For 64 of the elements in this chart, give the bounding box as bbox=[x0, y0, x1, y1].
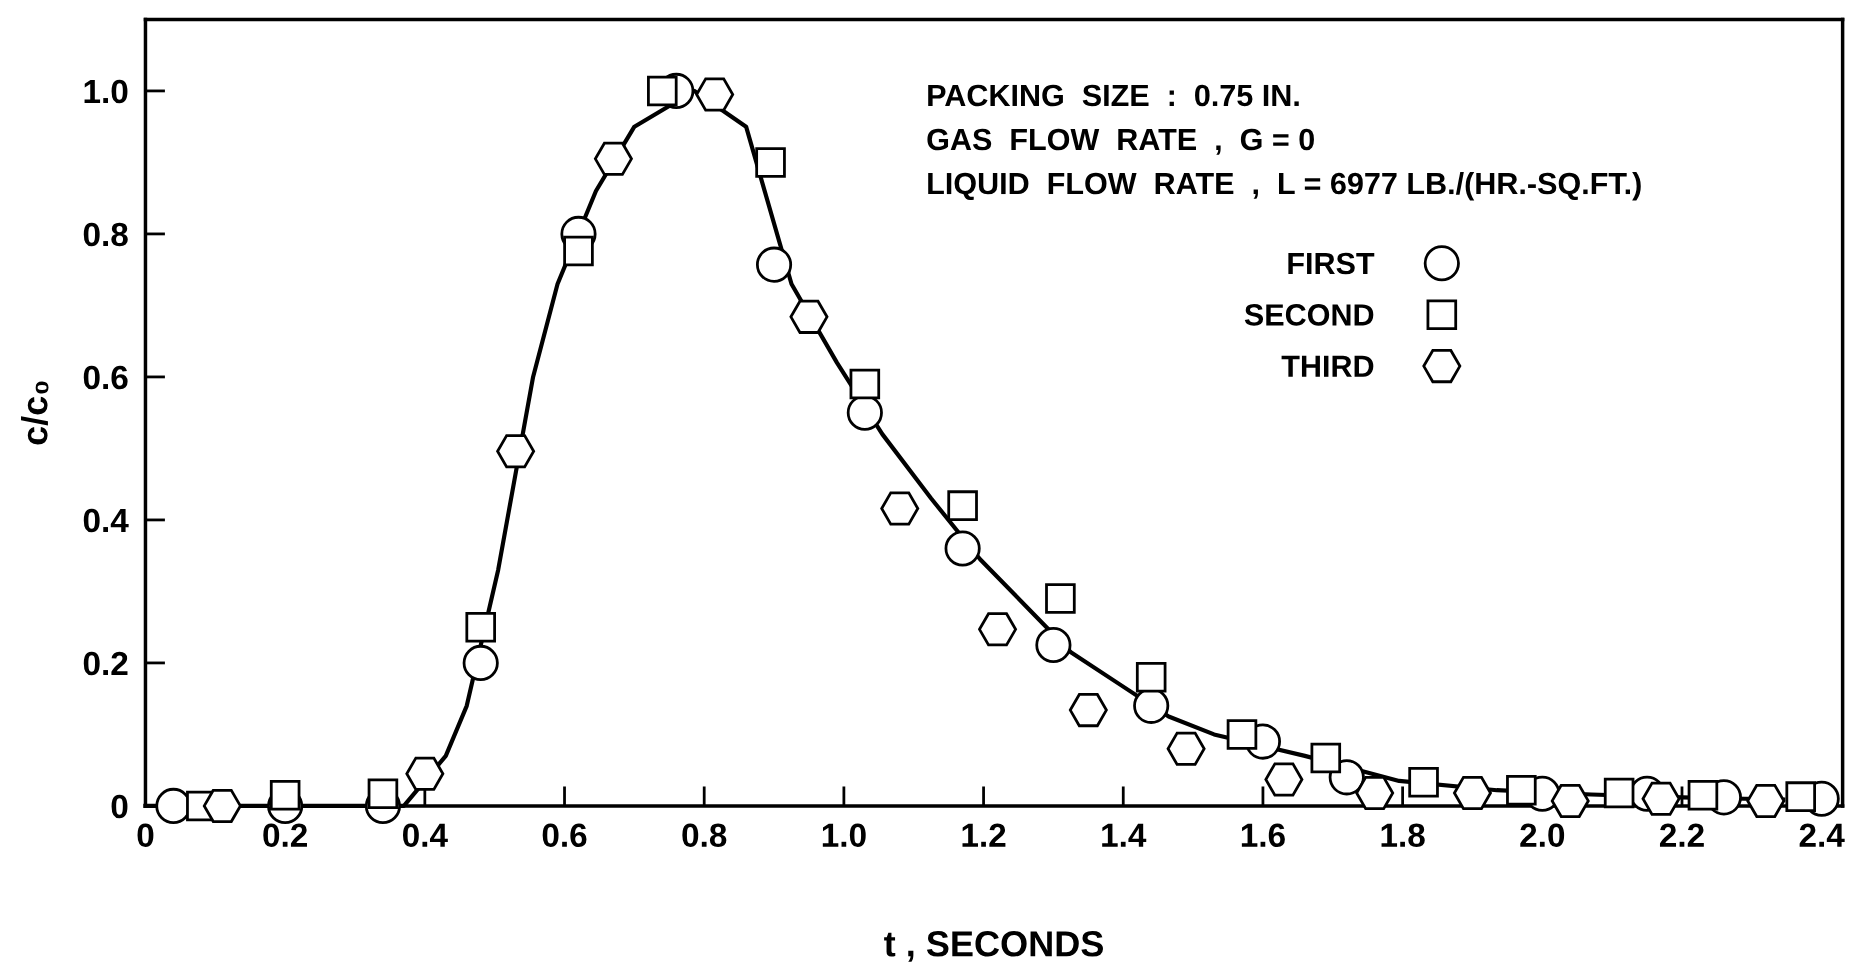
point bbox=[405, 756, 445, 791]
point bbox=[1687, 779, 1719, 811]
point bbox=[755, 147, 786, 178]
point bbox=[367, 778, 399, 810]
point bbox=[1226, 719, 1258, 750]
point bbox=[1603, 777, 1635, 809]
point bbox=[1135, 661, 1167, 693]
y-axis-title: c/c₀ bbox=[21, 381, 49, 445]
point bbox=[695, 77, 735, 112]
point bbox=[789, 299, 829, 334]
point bbox=[880, 491, 920, 526]
annotation: GAS FLOW RATE , G = 0 bbox=[927, 128, 1314, 155]
point bbox=[647, 75, 678, 107]
x-tick-label: 0.8 bbox=[682, 823, 727, 848]
point bbox=[1035, 627, 1072, 664]
x-axis-title: t , SECONDS bbox=[884, 931, 1103, 962]
point bbox=[1068, 693, 1108, 728]
point bbox=[1166, 731, 1206, 766]
point bbox=[1453, 776, 1492, 811]
point bbox=[1785, 781, 1816, 812]
point bbox=[593, 141, 633, 176]
x-tick-label: 0.4 bbox=[402, 823, 448, 848]
y-tick-label: 0.4 bbox=[83, 508, 129, 533]
y-tick-label: 0.8 bbox=[83, 222, 128, 247]
point bbox=[462, 644, 499, 681]
point bbox=[1550, 783, 1590, 818]
y-tick-label: 0 bbox=[111, 794, 128, 819]
point bbox=[978, 612, 1017, 647]
x-tick-label: 2.2 bbox=[1659, 823, 1704, 847]
point bbox=[1746, 783, 1786, 818]
x-tick-label: 1.2 bbox=[962, 823, 1006, 847]
point bbox=[496, 434, 536, 469]
point bbox=[1264, 762, 1304, 797]
x-tick-label: 1.4 bbox=[1102, 823, 1147, 847]
point bbox=[202, 788, 242, 823]
x-tick-label: 2.4 bbox=[1799, 823, 1845, 847]
point bbox=[849, 368, 881, 400]
x-tick-label: 0.6 bbox=[542, 823, 587, 848]
legend-label: FIRST bbox=[1288, 252, 1375, 275]
point bbox=[1641, 781, 1681, 816]
annotation: LIQUID FLOW RATE , L = 6977 LB./(HR.-SQ.FT.) bbox=[928, 171, 1641, 201]
point bbox=[944, 530, 981, 567]
annotation: PACKING SIZE : 0.75 IN. bbox=[928, 84, 1299, 107]
point bbox=[755, 246, 793, 283]
y-tick-label: 1.0 bbox=[84, 79, 128, 104]
point bbox=[1506, 774, 1537, 806]
x-tick-label: 1.6 bbox=[1241, 823, 1285, 848]
point bbox=[269, 779, 301, 811]
point bbox=[1045, 583, 1076, 614]
x-tick-label: 1.8 bbox=[1381, 823, 1425, 848]
point bbox=[1310, 742, 1342, 774]
point bbox=[1355, 776, 1395, 811]
point bbox=[465, 611, 496, 643]
point bbox=[563, 235, 594, 267]
y-tick-label: 0.6 bbox=[83, 365, 128, 390]
legend-label: THIRD bbox=[1281, 355, 1374, 377]
legend-label: SECOND bbox=[1244, 304, 1374, 326]
point bbox=[947, 490, 978, 521]
point bbox=[1408, 767, 1439, 798]
x-tick-label: 1.0 bbox=[822, 823, 866, 848]
x-tick-label: 0 bbox=[137, 823, 154, 848]
x-tick-label: 2.0 bbox=[1520, 823, 1565, 848]
y-tick-label: 0.2 bbox=[83, 651, 128, 676]
x-tick-label: 0.2 bbox=[263, 823, 307, 848]
